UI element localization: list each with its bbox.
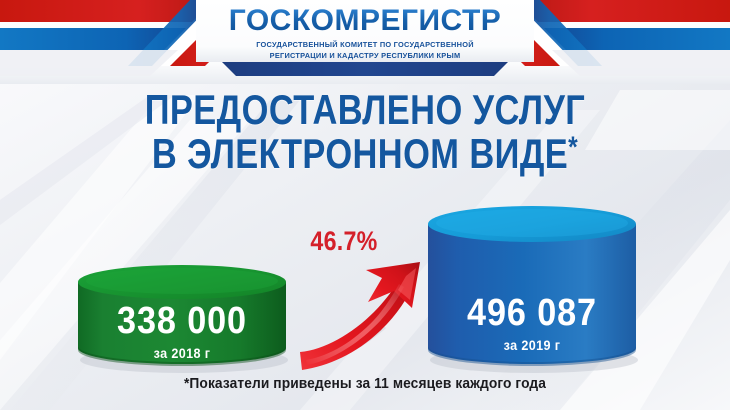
growth-indicator: 46.7% bbox=[290, 224, 430, 374]
page-title: ПРЕДОСТАВЛЕНО УСЛУГ В ЭЛЕКТРОННОМ ВИДЕ* bbox=[0, 86, 730, 176]
headline-line-2: В ЭЛЕКТРОННОМ ВИДЕ* bbox=[66, 132, 665, 176]
footnote: *Показатели приведены за 11 месяцев кажд… bbox=[183, 376, 547, 392]
bar-cylinder-2019: 496 087 за 2019 г bbox=[424, 202, 640, 374]
headline-line-1: ПРЕДОСТАВЛЕНО УСЛУГ bbox=[144, 86, 586, 133]
bar-cylinder-2018: 338 000 за 2018 г bbox=[74, 262, 290, 374]
header-band bbox=[0, 0, 730, 84]
growth-percent-label: 46.7% bbox=[310, 226, 378, 256]
headline-line-2-text: В ЭЛЕКТРОННОМ ВИДЕ bbox=[151, 130, 569, 178]
headline-asterisk: * bbox=[568, 131, 579, 165]
